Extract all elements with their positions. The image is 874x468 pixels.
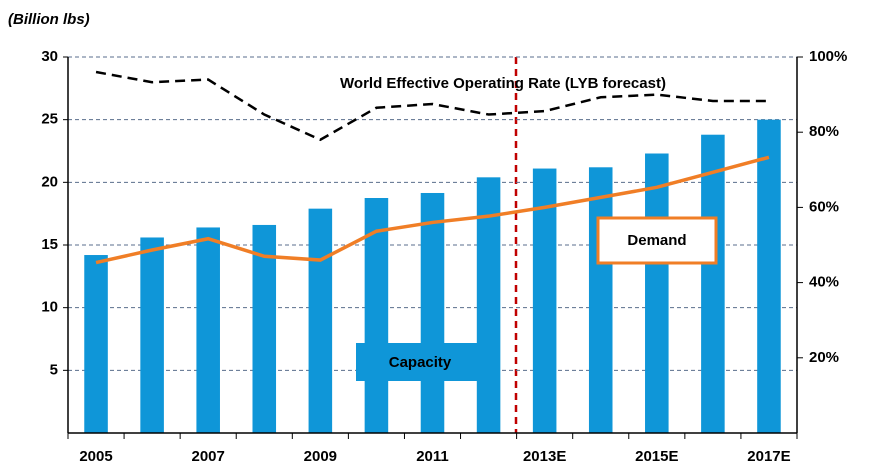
x-tick-label: 2015E [635, 448, 678, 465]
y2-tick-label: 60% [809, 198, 839, 215]
bar [308, 208, 333, 433]
bar [84, 255, 108, 433]
y2-tick-label: 40% [809, 274, 839, 291]
x-tick-label: 2007 [192, 448, 225, 465]
demand-label: Demand [627, 232, 686, 249]
capacity-label-box [356, 343, 484, 381]
x-tick-label: 2011 [416, 448, 449, 465]
bar [757, 119, 781, 434]
operating-rate-label: World Effective Operating Rate (LYB fore… [340, 75, 666, 92]
demand-label-box [596, 216, 718, 265]
y-axis-label: (Billion lbs) [8, 11, 90, 28]
y-tick-label: 20 [41, 173, 58, 190]
bar [588, 167, 613, 433]
capacity-label: Capacity [389, 354, 452, 371]
y-tick-label: 25 [41, 111, 58, 128]
bar [420, 192, 445, 433]
x-tick-label: 2005 [79, 448, 112, 465]
bar [252, 224, 277, 433]
y2-tick-label: 20% [809, 349, 839, 366]
y2-tick-label: 80% [809, 123, 839, 140]
bar [196, 227, 220, 433]
y-tick-label: 5 [50, 361, 58, 378]
bar [532, 168, 557, 433]
line-series [95, 155, 770, 265]
y-tick-label: 10 [41, 299, 58, 316]
x-tick-label: 2009 [304, 448, 337, 465]
y-tick-label: 15 [41, 236, 58, 253]
bar [701, 134, 725, 433]
bar [364, 198, 389, 433]
x-tick-label: 2013E [523, 448, 566, 465]
bar [645, 153, 669, 434]
bar [140, 237, 164, 433]
x-tick-label: 2017E [747, 448, 790, 465]
y-tick-label: 30 [41, 48, 58, 65]
line-series [95, 70, 769, 142]
y2-tick-label: 100% [809, 48, 847, 65]
